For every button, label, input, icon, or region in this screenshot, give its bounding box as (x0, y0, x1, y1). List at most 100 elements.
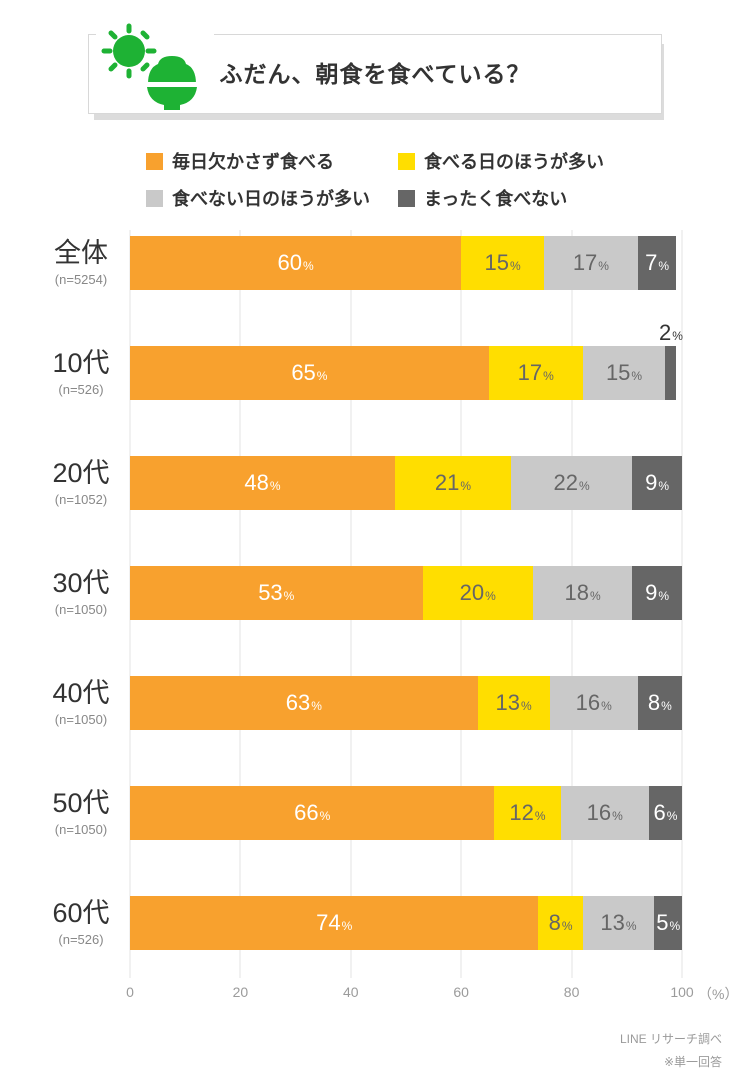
segment-value-label: 63% (286, 690, 322, 716)
category-label: 20代 (52, 458, 110, 489)
stacked-bar: 60% 15% 17% 7% (130, 236, 682, 290)
category-label: 10代 (52, 348, 110, 379)
category-sample-size: (n=526) (58, 381, 104, 397)
source-note: LINE リサーチ調べ (619, 1032, 722, 1046)
percent-sign: % (658, 259, 670, 273)
bar-row: 全体 (n=5254) 60% 15% 17% 7% (54, 236, 682, 290)
category-sample-size: (n=1050) (54, 711, 108, 727)
segment-value: 6 (653, 800, 666, 825)
category-sample-size: (n=1050) (54, 601, 108, 617)
percent-sign: % (658, 479, 670, 493)
stacked-bar: 63% 13% 16% 8% (130, 676, 682, 730)
bar-row: 60代 (n=526) 74% 8% 13% 5% (52, 896, 682, 950)
legend-color-swatch (146, 189, 163, 207)
x-axis-tick: 100 (670, 984, 694, 1000)
bar-segment: 65% (130, 346, 489, 400)
percent-sign: % (269, 479, 281, 493)
bar-segment: 17% (543, 236, 638, 290)
segment-value: 65 (291, 360, 316, 385)
segment-value-label: 8% (549, 910, 573, 936)
segment-value-label: 18% (565, 580, 601, 606)
percent-sign: % (341, 919, 353, 933)
stacked-bar: 65% 17% 15% (130, 346, 682, 400)
category-label-block: 30代 (n=1050) (39, 568, 123, 617)
legend-color-swatch (398, 152, 415, 170)
bar-segment: 22% (510, 456, 633, 510)
percent-sign: % (543, 369, 554, 383)
segment-value-label: 21% (435, 470, 471, 496)
segment-value-label: 48% (244, 470, 280, 496)
segment-value: 2 (658, 320, 672, 345)
category-label: 40代 (52, 678, 110, 709)
segment-value: 9 (645, 470, 658, 495)
percent-sign: % (534, 809, 546, 823)
segment-value: 13 (495, 690, 521, 715)
percent-sign: % (485, 589, 496, 603)
category-label: 30代 (52, 568, 110, 599)
bar-segment: 20% (422, 566, 533, 620)
segment-value-label: 9% (645, 470, 669, 496)
segment-value: 74 (316, 910, 341, 935)
x-axis-tick: 0 (126, 984, 134, 1000)
bar-segment (665, 346, 677, 400)
percent-sign: % (319, 809, 331, 823)
bar-row: 30代 (n=1050) 53% 20% 18% 9% (52, 566, 682, 620)
percent-sign: % (509, 259, 521, 273)
bar-row: 50代 (n=1050) 66% 12% 16% 6% (52, 786, 682, 840)
x-axis-tick: 20 (232, 984, 249, 1000)
x-axis-tick: 40 (343, 984, 359, 1000)
percent-sign: % (316, 369, 328, 383)
segment-value-label: 65% (291, 360, 327, 386)
category-sample-size: (n=5254) (54, 271, 108, 287)
segment-value-label: 15% (485, 250, 521, 276)
category-label-block: 20代 (n=1052) (39, 458, 123, 507)
segment-value-label: 22% (554, 470, 590, 496)
percent-sign: % (672, 329, 683, 343)
percent-sign: % (303, 259, 314, 273)
bar-segment: 8% (538, 896, 583, 950)
segment-value-label: 9% (645, 580, 669, 606)
bar-segment: 18% (532, 566, 633, 620)
segment-value: 18 (564, 580, 590, 605)
legend-label: 毎日欠かさず食べる (172, 152, 334, 172)
segment-value-label: 53% (258, 580, 294, 606)
legend-item: まったく食べない (398, 185, 567, 211)
segment-value: 53 (258, 580, 283, 605)
bar-segment: 21% (394, 456, 511, 510)
segment-value-label: 66% (294, 800, 330, 826)
segment-value-label: 16% (587, 800, 623, 826)
bar-segment: 16% (560, 786, 649, 840)
bar-segment: 9% (632, 456, 682, 510)
percent-sign: % (460, 479, 471, 493)
stacked-bar: 66% 12% 16% 6% (130, 786, 682, 840)
percent-sign: % (561, 919, 573, 933)
legend-item: 食べない日のほうが多い (146, 185, 370, 211)
bar-segment: 13% (477, 676, 550, 730)
legend-label: 食べる日のほうが多い (424, 152, 604, 172)
percent-sign: % (578, 479, 590, 493)
category-label-block: 50代 (n=1050) (39, 788, 123, 836)
footer-notes: LINE リサーチ調べ ※単一回答 (620, 1028, 722, 1074)
bar-segment: 7% (637, 236, 677, 290)
segment-value: 12 (509, 800, 534, 825)
bar-row: 20代 (n=1052) 48% 21% 22% 9% (52, 456, 682, 510)
percent-sign: % (658, 589, 670, 603)
segment-value: 8 (548, 910, 561, 935)
segment-value: 5 (656, 910, 669, 935)
segment-value-label: 17% (573, 250, 609, 276)
legend-color-swatch (398, 189, 415, 207)
bar-segment: 15% (582, 346, 666, 400)
bar-segment: 48% (130, 456, 395, 510)
category-sample-size: (n=1052) (54, 491, 108, 507)
page-title: ふだん、朝食を食べている？ (219, 61, 531, 87)
stacked-bar: 53% 20% 18% 9% (130, 566, 682, 620)
category-label-block: 40代 (n=1050) (39, 678, 123, 727)
segment-value: 15 (605, 360, 631, 385)
x-axis-unit: （%） (698, 986, 739, 1002)
category-label: 50代 (52, 788, 110, 819)
bar-row: 10代 (n=526) 2% 65% 17% 15% (52, 320, 683, 400)
percent-sign: % (666, 809, 678, 823)
bar-row: 40代 (n=1050) 63% 13% 16% 8% (52, 676, 682, 730)
segment-value: 60 (277, 250, 302, 275)
